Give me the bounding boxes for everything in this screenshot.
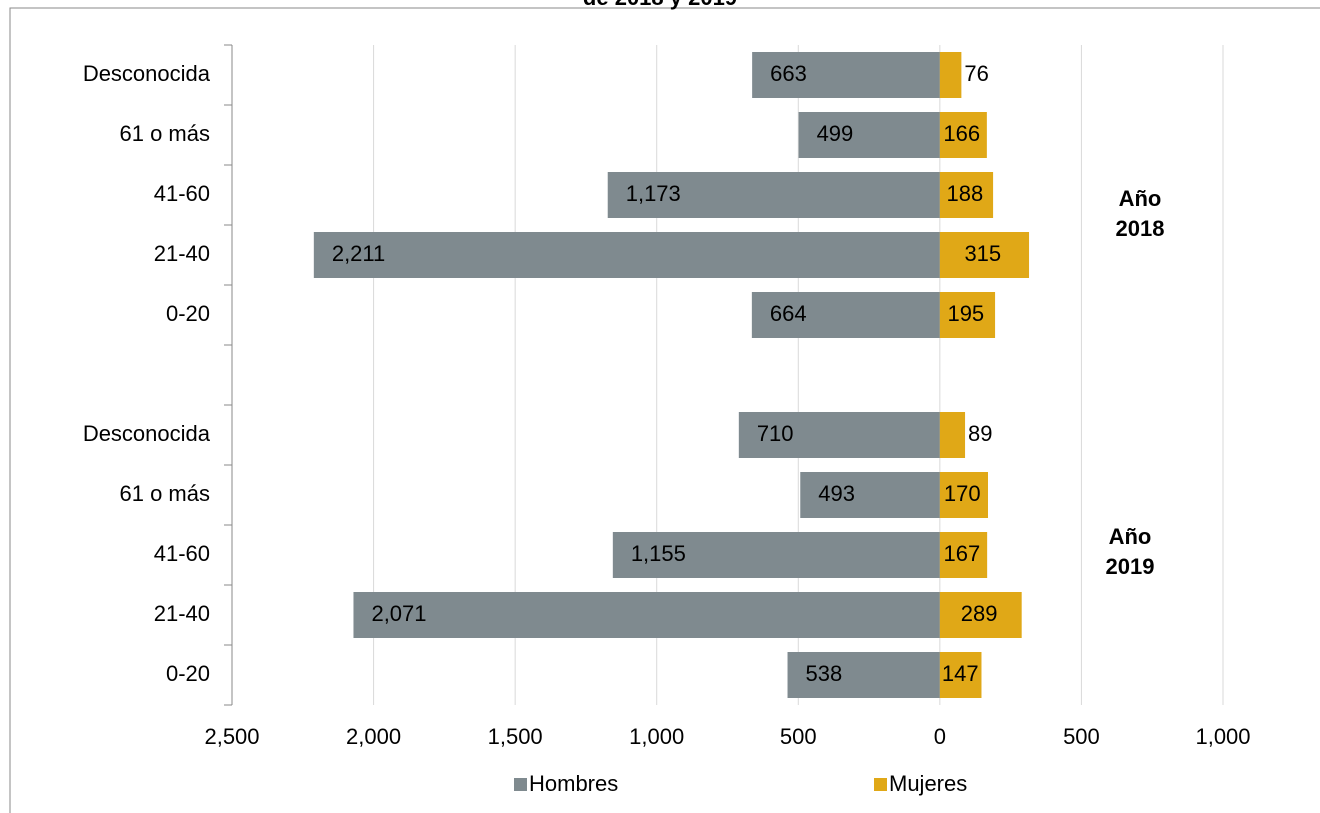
- bar: [939, 652, 982, 698]
- value-label: 2,071: [371, 601, 426, 626]
- value-label: 195: [947, 301, 984, 326]
- value-label: 170: [944, 481, 981, 506]
- bar: [939, 412, 966, 458]
- bar: [787, 652, 940, 698]
- value-label: 166: [943, 121, 980, 146]
- y-tick-label: Desconocida: [83, 61, 211, 86]
- bar: [313, 232, 940, 278]
- value-label: 188: [946, 181, 983, 206]
- value-label: 315: [964, 241, 1001, 266]
- y-tick-label: 0-20: [166, 301, 210, 326]
- value-label: 499: [817, 121, 854, 146]
- chart-border: [9, 7, 1320, 813]
- x-tick-label: 1,000: [629, 724, 684, 749]
- bar: [939, 532, 988, 578]
- value-label: 710: [757, 421, 794, 446]
- value-label: 76: [964, 61, 988, 86]
- bar: [751, 292, 940, 338]
- chart-title: de 2018 y 2019: [583, 0, 737, 10]
- x-tick-label: 2,500: [204, 724, 259, 749]
- x-tick-label: 1,000: [1195, 724, 1250, 749]
- bar: [939, 232, 1030, 278]
- y-tick-label: 21-40: [154, 601, 210, 626]
- x-tick-label: 0: [934, 724, 946, 749]
- value-label: 1,155: [631, 541, 686, 566]
- bar: [939, 52, 962, 98]
- value-label: 538: [806, 661, 843, 686]
- bar: [798, 112, 940, 158]
- y-tick-label: Desconocida: [83, 421, 211, 446]
- bar: [939, 472, 988, 518]
- value-label: 147: [942, 661, 979, 686]
- legend-label: Mujeres: [889, 771, 967, 796]
- annotation: 2019: [1106, 554, 1155, 579]
- bar: [353, 592, 940, 638]
- x-tick-label: 1,500: [488, 724, 543, 749]
- x-tick-label: 500: [1063, 724, 1100, 749]
- y-tick-label: 21-40: [154, 241, 210, 266]
- bar: [607, 172, 940, 218]
- bar: [800, 472, 940, 518]
- bar: [939, 112, 987, 158]
- bar: [738, 412, 940, 458]
- bar: [939, 292, 996, 338]
- annotation: Año: [1119, 186, 1162, 211]
- y-tick-label: 41-60: [154, 181, 210, 206]
- y-tick-label: 41-60: [154, 541, 210, 566]
- bar: [612, 532, 940, 578]
- y-tick-label: 61 o más: [120, 481, 211, 506]
- bar: [939, 592, 1022, 638]
- y-tick-label: 61 o más: [120, 121, 211, 146]
- value-label: 2,211: [332, 241, 385, 266]
- legend-swatch: [514, 778, 527, 791]
- legend-label: Hombres: [529, 771, 618, 796]
- value-label: 289: [961, 601, 998, 626]
- value-label: 493: [818, 481, 855, 506]
- x-tick-label: 2,000: [346, 724, 401, 749]
- legend-swatch: [874, 778, 887, 791]
- annotation: Año: [1109, 524, 1152, 549]
- bar: [939, 172, 994, 218]
- value-label: 1,173: [626, 181, 681, 206]
- annotation: 2018: [1116, 216, 1165, 241]
- value-label: 167: [943, 541, 980, 566]
- value-label: 663: [770, 61, 807, 86]
- y-tick-label: 0-20: [166, 661, 210, 686]
- value-label: 89: [968, 421, 992, 446]
- value-label: 664: [770, 301, 807, 326]
- bar: [752, 52, 940, 98]
- x-tick-label: 500: [780, 724, 817, 749]
